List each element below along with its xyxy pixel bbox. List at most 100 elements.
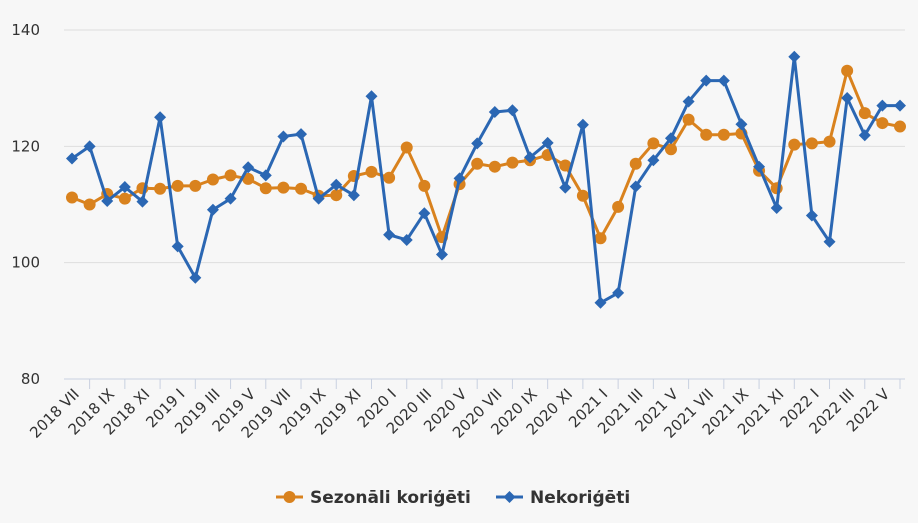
data-point[interactable]: [488, 160, 501, 173]
data-point[interactable]: [524, 151, 537, 164]
data-point[interactable]: [647, 154, 660, 167]
data-point[interactable]: [858, 129, 871, 142]
data-point[interactable]: [858, 107, 871, 120]
data-point[interactable]: [841, 92, 854, 105]
data-point[interactable]: [101, 195, 114, 208]
data-point[interactable]: [471, 157, 484, 170]
data-point[interactable]: [418, 207, 431, 220]
legend-unadjusted-label: Nekoriģēti: [530, 488, 630, 508]
data-point[interactable]: [347, 189, 360, 202]
data-point[interactable]: [259, 182, 272, 195]
data-point[interactable]: [171, 240, 184, 253]
y-axis-ticks: 80 100 120 140: [11, 21, 40, 388]
data-point[interactable]: [770, 201, 783, 214]
data-point[interactable]: [206, 203, 219, 216]
data-point[interactable]: [224, 169, 237, 182]
data-point[interactable]: [541, 136, 554, 149]
legend[interactable]: Sezonāli koriģēti Nekoriģēti: [276, 488, 630, 508]
data-point[interactable]: [295, 182, 308, 195]
data-point[interactable]: [471, 137, 484, 150]
series-line-1: [71, 55, 900, 305]
data-point[interactable]: [365, 90, 378, 103]
data-point[interactable]: [242, 172, 255, 185]
data-point[interactable]: [453, 172, 466, 185]
data-point[interactable]: [277, 130, 290, 143]
data-point[interactable]: [488, 106, 501, 119]
data-point[interactable]: [435, 248, 448, 261]
data-point[interactable]: [735, 118, 748, 131]
data-point[interactable]: [841, 64, 854, 77]
data-point[interactable]: [418, 179, 431, 192]
data-point[interactable]: [876, 117, 889, 130]
data-point[interactable]: [788, 138, 801, 151]
data-point[interactable]: [805, 137, 818, 150]
data-point[interactable]: [612, 286, 625, 299]
data-point[interactable]: [400, 233, 413, 246]
data-point[interactable]: [154, 182, 167, 195]
data-point[interactable]: [664, 143, 677, 156]
data-point[interactable]: [700, 128, 713, 141]
data-point[interactable]: [66, 191, 78, 204]
data-point[interactable]: [894, 99, 906, 112]
data-point[interactable]: [154, 111, 167, 124]
data-point[interactable]: [330, 178, 343, 191]
data-point[interactable]: [753, 160, 766, 173]
data-point[interactable]: [171, 179, 184, 192]
data-point[interactable]: [576, 118, 589, 131]
data-point[interactable]: [118, 192, 131, 205]
data-point[interactable]: [83, 198, 96, 211]
data-point[interactable]: [805, 209, 818, 222]
y-tick-label: 80: [21, 370, 40, 388]
data-point[interactable]: [559, 181, 572, 194]
data-point[interactable]: [506, 156, 519, 169]
legend-adjusted-label: Sezonāli koriģēti: [310, 488, 471, 508]
data-point[interactable]: [823, 235, 836, 248]
data-point[interactable]: [365, 165, 378, 178]
data-point[interactable]: [647, 137, 660, 150]
y-tick-label: 140: [11, 21, 40, 39]
data-point[interactable]: [717, 74, 730, 87]
data-point[interactable]: [66, 152, 78, 165]
data-point[interactable]: [189, 271, 202, 284]
data-point[interactable]: [118, 181, 131, 194]
data-point[interactable]: [330, 189, 343, 202]
data-point[interactable]: [295, 128, 308, 141]
data-point[interactable]: [682, 113, 695, 126]
data-point[interactable]: [206, 173, 219, 186]
y-tick-label: 120: [11, 137, 40, 155]
data-point[interactable]: [629, 180, 642, 193]
data-point[interactable]: [83, 140, 96, 153]
data-point[interactable]: [259, 169, 272, 182]
data-point[interactable]: [506, 104, 519, 117]
data-point[interactable]: [876, 99, 889, 112]
data-point[interactable]: [823, 135, 836, 148]
data-point[interactable]: [894, 120, 906, 133]
data-point[interactable]: [576, 189, 589, 202]
data-point[interactable]: [312, 192, 325, 205]
data-point[interactable]: [224, 192, 237, 205]
data-point[interactable]: [612, 200, 625, 213]
data-point[interactable]: [594, 296, 607, 309]
legend-item-unadjusted[interactable]: Nekoriģēti: [496, 488, 630, 508]
data-point[interactable]: [629, 157, 642, 170]
data-point[interactable]: [682, 95, 695, 108]
data-point[interactable]: [664, 132, 677, 145]
data-point[interactable]: [189, 179, 202, 192]
data-point[interactable]: [559, 159, 572, 172]
data-point[interactable]: [136, 195, 149, 208]
data-point[interactable]: [400, 141, 413, 154]
series-0: [66, 64, 906, 245]
data-point[interactable]: [277, 181, 290, 194]
legend-item-adjusted[interactable]: Sezonāli koriģēti: [276, 488, 471, 508]
data-point[interactable]: [717, 128, 730, 141]
data-point[interactable]: [383, 228, 396, 241]
series-lines: [66, 50, 906, 309]
data-point[interactable]: [700, 74, 713, 87]
data-point[interactable]: [242, 161, 255, 174]
data-point[interactable]: [594, 232, 607, 245]
data-point[interactable]: [383, 171, 396, 184]
data-point[interactable]: [788, 50, 801, 63]
